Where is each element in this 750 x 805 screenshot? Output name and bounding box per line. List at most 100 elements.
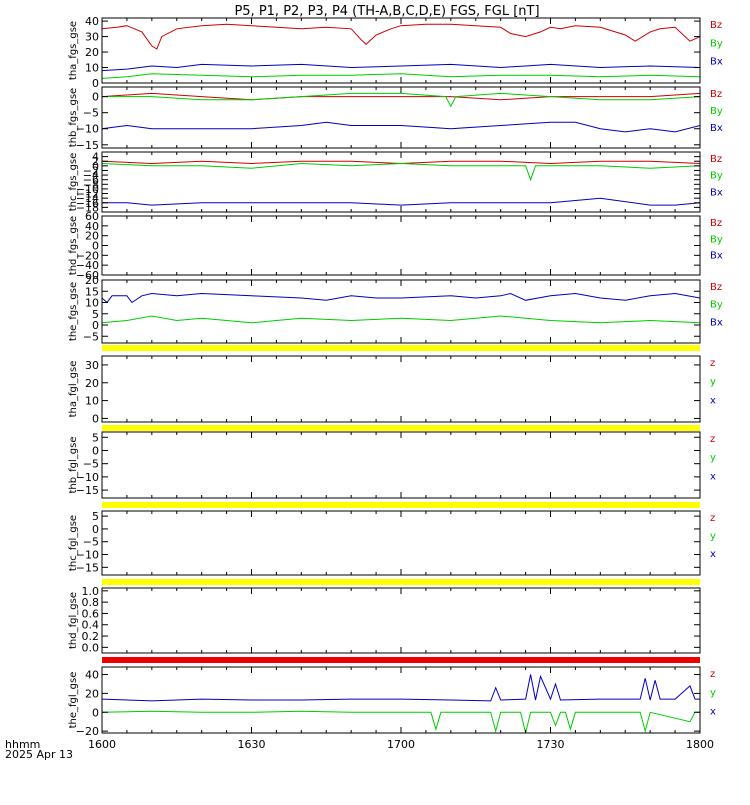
legend-entry: y [710, 688, 716, 699]
series-line-y [102, 710, 700, 733]
y-tick-label: 40 [85, 220, 99, 233]
series-line-By [102, 315, 700, 324]
legend-entry: x [710, 706, 716, 717]
y-tick-label: −20 [76, 249, 99, 262]
y-tick-label: 0.0 [82, 641, 100, 654]
y-tick-label: −14 [76, 192, 99, 205]
legend-entry: y [710, 531, 716, 542]
panel-frame [101, 666, 701, 734]
series-line-Bz [102, 23, 700, 50]
y-tick-label: 0 [92, 319, 99, 332]
y-tick-label: −16 [76, 197, 99, 210]
y-tick-label: −5 [83, 536, 99, 549]
series-line-x [102, 674, 700, 702]
y-tick-label: 20 [85, 687, 99, 700]
y-tick-label: 4 [92, 151, 99, 164]
x-tick-label: 1630 [238, 738, 266, 751]
panel-status-bar [102, 345, 700, 351]
legend-entry: z [710, 513, 715, 524]
legend-entry: Bx [710, 187, 723, 198]
y-tick-label: 0 [92, 523, 99, 536]
y-tick-label: 5 [92, 431, 99, 444]
legend-entry: Bx [710, 123, 723, 134]
legend-entry: Bz [710, 89, 722, 100]
x-tick-label: 1600 [88, 738, 116, 751]
series-line-Bx [102, 121, 700, 133]
legend-entry: Bx [710, 251, 723, 262]
y-tick-label: 20 [85, 46, 99, 59]
y-tick-label: 0 [92, 706, 99, 719]
y-tick-label: 60 [85, 210, 99, 223]
series-line-By [102, 73, 700, 79]
legend-entry: y [710, 377, 716, 388]
panel-frame [101, 355, 701, 423]
y-tick-label: 10 [85, 62, 99, 75]
legend-entry: By [710, 171, 723, 182]
legend-entry: x [710, 549, 716, 560]
y-axis-label: thd_fgl_gse [68, 592, 79, 649]
y-axis-label: thc_fgl_gse [68, 515, 79, 571]
legend-entry: y [710, 453, 716, 464]
y-axis-label: the_fgl_gse [68, 672, 79, 729]
y-axis-label: thb_fgs_gse [68, 88, 79, 147]
y-tick-label: 0 [92, 240, 99, 253]
y-tick-label: 40 [85, 669, 99, 682]
panel-tha_fgl_gse: 30 20 10 0 tha_fgl_gse zyx [68, 345, 716, 425]
panel-tha_fgs_gse: 0 10 20 30 40 tha_fgs_gse Bz By Bx [68, 15, 723, 90]
y-tick-label: −10 [76, 549, 99, 562]
y-tick-label: 0.2 [82, 630, 100, 643]
legend-entry: Bz [710, 20, 722, 31]
y-tick-label: 40 [85, 15, 99, 28]
y-tick-label: −40 [76, 259, 99, 272]
date-label: 2025 Apr 13 [5, 748, 73, 761]
y-axis-label: the_fgs_gse [68, 282, 79, 341]
y-tick-label: 0.6 [82, 607, 100, 620]
time-axis-label: hhmm [5, 738, 40, 751]
y-tick-label: 0 [92, 444, 99, 457]
y-tick-label: 0.4 [82, 619, 100, 632]
y-tick-label: −15 [76, 484, 99, 497]
y-tick-label: −60 [76, 269, 99, 282]
y-tick-label: 0 [92, 77, 99, 90]
y-tick-label: −2 [83, 164, 99, 177]
y-tick-label: 20 [85, 377, 99, 390]
y-tick-label: −10 [76, 123, 99, 136]
legend-entry: Bx [710, 57, 723, 68]
legend-entry: z [710, 358, 715, 369]
panel-frame [101, 215, 701, 276]
series-line-By [102, 162, 700, 182]
y-tick-label: 30 [85, 31, 99, 44]
series-line-Bz [102, 92, 700, 101]
y-tick-label: −6 [83, 174, 99, 187]
legend-entry: z [710, 434, 715, 445]
y-tick-label: 5 [92, 308, 99, 321]
panel-frame [101, 587, 701, 654]
y-tick-label: −10 [76, 183, 99, 196]
x-tick-label: 1800 [686, 738, 714, 751]
y-tick-label: −18 [76, 201, 99, 214]
y-tick-label: 5 [92, 510, 99, 523]
y-tick-label: −15 [76, 561, 99, 574]
y-tick-label: −5 [83, 107, 99, 120]
y-tick-label: 1.0 [82, 585, 100, 598]
legend-entry: z [710, 669, 715, 680]
y-tick-label: 15 [85, 285, 99, 298]
y-tick-label: −4 [83, 169, 99, 182]
y-tick-label: −20 [76, 725, 99, 738]
y-tick-label: −8 [83, 178, 99, 191]
y-axis-label: tha_fgs_gse [68, 21, 79, 80]
series-line-Bx [102, 197, 700, 206]
y-tick-label: 30 [85, 359, 99, 372]
legend-entry: Bz [710, 154, 722, 165]
panel-status-bar [102, 657, 700, 663]
y-tick-label: 10 [85, 297, 99, 310]
legend-entry: x [710, 395, 716, 406]
